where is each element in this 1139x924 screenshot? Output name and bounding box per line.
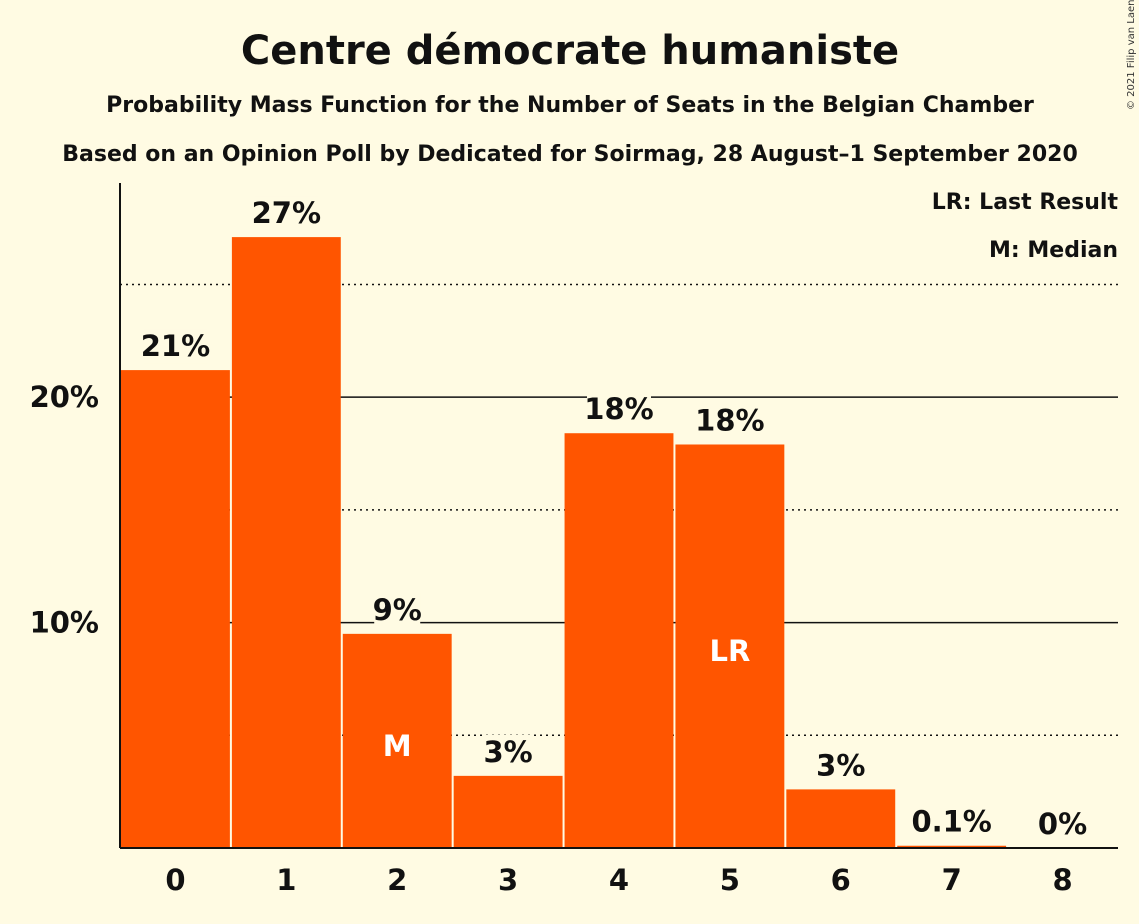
x-tick-label: 6 bbox=[831, 863, 851, 897]
y-tick-label: 20% bbox=[30, 380, 99, 414]
x-tick-label: 0 bbox=[165, 863, 185, 897]
legend-last-result: LR: Last Result bbox=[932, 190, 1119, 215]
bar bbox=[897, 845, 1007, 848]
bars-group: 21% 27% 9% M 3% 18% 18% LR 3% 0.1% 0% bbox=[121, 196, 1087, 849]
chart-subtitle: Probability Mass Function for the Number… bbox=[106, 93, 1034, 118]
legend-median: M: Median bbox=[989, 238, 1118, 263]
value-label: 18% bbox=[695, 403, 764, 437]
y-tick-label: 10% bbox=[30, 606, 99, 640]
chart-subtitle-source: Based on an Opinion Poll by Dedicated fo… bbox=[62, 142, 1078, 167]
value-label: 0.1% bbox=[911, 805, 991, 839]
bar bbox=[231, 237, 341, 849]
value-label: 3% bbox=[483, 735, 532, 769]
value-label-background bbox=[1039, 807, 1086, 841]
bar bbox=[121, 370, 230, 848]
bar bbox=[786, 789, 896, 848]
value-label-background bbox=[587, 392, 651, 427]
last-result-marker: LR bbox=[709, 634, 750, 668]
value-label: 18% bbox=[584, 392, 653, 426]
value-label-background bbox=[254, 196, 319, 231]
x-tick-label: 8 bbox=[1052, 863, 1072, 897]
value-label: 9% bbox=[373, 593, 422, 627]
value-label: 21% bbox=[141, 329, 210, 363]
x-tick-label: 5 bbox=[720, 863, 740, 897]
value-label-background bbox=[374, 592, 421, 627]
x-tick-label: 3 bbox=[498, 863, 518, 897]
axes-group: 10% 20% 0 1 2 3 4 5 6 7 8 bbox=[30, 183, 1118, 897]
value-label-background bbox=[143, 329, 208, 364]
bar bbox=[342, 633, 452, 848]
bar bbox=[453, 775, 563, 848]
bar bbox=[675, 444, 785, 848]
value-label-background bbox=[910, 804, 993, 839]
value-label: 0% bbox=[1038, 807, 1087, 841]
bar bbox=[564, 433, 674, 848]
x-tick-label: 2 bbox=[387, 863, 407, 897]
value-label-background bbox=[485, 734, 532, 769]
value-label-background bbox=[817, 748, 864, 783]
value-label: 27% bbox=[252, 196, 321, 230]
x-tick-label: 7 bbox=[942, 863, 962, 897]
value-label-background bbox=[697, 403, 762, 438]
x-tick-label: 1 bbox=[276, 863, 296, 897]
chart-title: Centre démocrate humaniste bbox=[241, 28, 899, 74]
value-label: 3% bbox=[816, 748, 865, 782]
median-marker: M bbox=[383, 729, 412, 763]
copyright-text: © 2021 Filip van Laenen bbox=[1126, 0, 1137, 110]
x-tick-label: 4 bbox=[609, 863, 629, 897]
